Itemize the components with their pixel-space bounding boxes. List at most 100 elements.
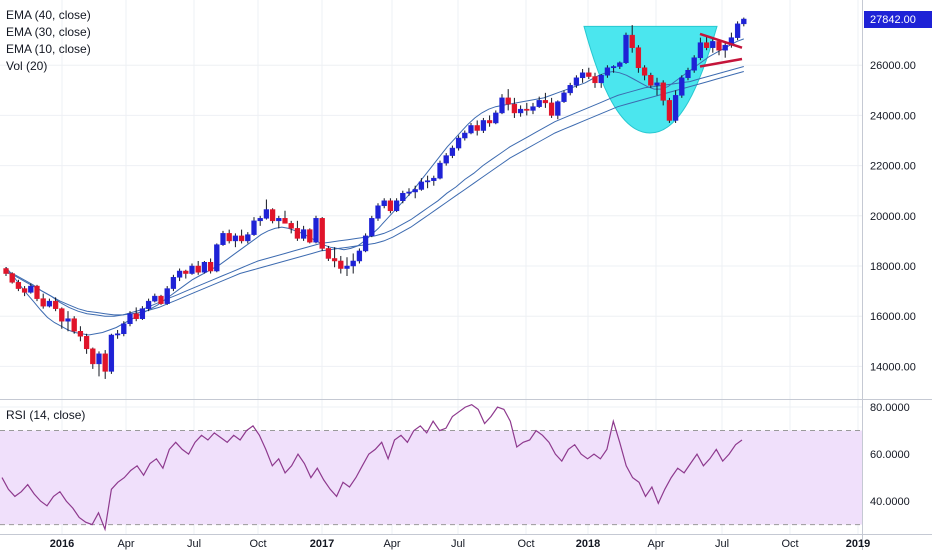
candle[interactable] <box>691 55 697 73</box>
candle[interactable] <box>276 215 282 229</box>
candle[interactable] <box>654 77 660 96</box>
candle[interactable] <box>617 61 623 70</box>
candle[interactable] <box>741 17 747 27</box>
candle[interactable] <box>381 198 387 209</box>
candle[interactable] <box>666 97 673 123</box>
candle[interactable] <box>474 120 480 136</box>
candle[interactable] <box>307 228 313 244</box>
candle[interactable] <box>462 130 468 141</box>
candle[interactable] <box>356 248 363 264</box>
candle[interactable] <box>536 96 542 108</box>
candle[interactable] <box>455 135 462 151</box>
candle[interactable] <box>722 42 728 58</box>
candle[interactable] <box>183 269 189 279</box>
candle[interactable] <box>338 255 344 274</box>
candle[interactable] <box>635 45 642 73</box>
price-axis[interactable]: 14000.00 16000.00 18000.00 20000.00 22000.00… <box>870 60 916 373</box>
candle[interactable] <box>251 217 257 236</box>
candle[interactable] <box>697 37 704 61</box>
candle[interactable] <box>152 293 158 303</box>
candle[interactable] <box>195 260 201 275</box>
candle[interactable] <box>412 185 418 199</box>
candle[interactable] <box>548 97 555 118</box>
candle[interactable] <box>542 92 549 108</box>
candle[interactable] <box>96 351 102 377</box>
legend-ema40[interactable]: EMA (40, close) <box>6 8 91 22</box>
candle[interactable] <box>21 286 28 297</box>
candle[interactable] <box>226 229 232 244</box>
candle[interactable] <box>300 225 307 241</box>
candle[interactable] <box>561 90 567 103</box>
candle[interactable] <box>15 279 22 292</box>
candle[interactable] <box>319 217 325 251</box>
candle[interactable] <box>375 203 381 221</box>
candle[interactable] <box>734 21 741 41</box>
candle[interactable] <box>406 188 412 196</box>
candle[interactable] <box>102 350 108 379</box>
candle[interactable] <box>586 67 592 80</box>
candle[interactable] <box>443 153 449 166</box>
candle[interactable] <box>257 215 263 226</box>
candle[interactable] <box>158 294 164 305</box>
candle[interactable] <box>232 233 239 248</box>
candle[interactable] <box>59 307 65 329</box>
candle[interactable] <box>387 198 394 214</box>
candle[interactable] <box>121 321 127 337</box>
candle[interactable] <box>604 65 611 78</box>
indicator-legend[interactable]: EMA (40, close) EMA (30, close) EMA (10,… <box>6 8 91 73</box>
rsi-legend[interactable]: RSI (14, close) <box>6 408 85 422</box>
candles[interactable] <box>3 17 747 379</box>
candle[interactable] <box>517 105 524 117</box>
candle[interactable] <box>486 115 493 127</box>
candle[interactable] <box>313 215 319 244</box>
candle[interactable] <box>65 311 71 332</box>
time-axis[interactable]: 2016 Apr Jul Oct 2017 Apr Jul Oct 2018 Apr Jul Oct 2… <box>50 538 870 550</box>
candle[interactable] <box>660 80 666 106</box>
candle[interactable] <box>170 274 177 292</box>
candle[interactable] <box>437 160 443 180</box>
candle[interactable] <box>393 198 400 213</box>
candle[interactable] <box>3 267 9 277</box>
candle[interactable] <box>350 253 356 274</box>
candle[interactable] <box>424 175 431 189</box>
candle[interactable] <box>672 90 679 123</box>
candle[interactable] <box>207 258 214 274</box>
candle[interactable] <box>139 306 146 320</box>
candle[interactable] <box>238 229 245 244</box>
candle[interactable] <box>555 100 561 120</box>
candle[interactable] <box>505 89 511 111</box>
candle[interactable] <box>127 311 133 327</box>
candle[interactable] <box>133 307 139 322</box>
candle[interactable] <box>90 347 96 369</box>
candle[interactable] <box>34 284 40 302</box>
candle[interactable] <box>641 65 648 81</box>
candle[interactable] <box>710 37 716 53</box>
candle[interactable] <box>52 297 59 312</box>
candle[interactable] <box>288 220 294 234</box>
candle[interactable] <box>245 232 251 244</box>
candle[interactable] <box>282 210 288 224</box>
candle[interactable] <box>499 94 505 115</box>
candle[interactable] <box>331 247 338 268</box>
candle[interactable] <box>400 190 406 204</box>
candle[interactable] <box>263 199 270 220</box>
legend-vol[interactable]: Vol (20) <box>6 59 47 73</box>
candle[interactable] <box>431 175 437 186</box>
candle[interactable] <box>28 283 34 294</box>
candle[interactable] <box>294 220 301 241</box>
candle[interactable] <box>108 333 115 374</box>
candle[interactable] <box>524 102 530 116</box>
candle[interactable] <box>579 69 586 83</box>
candle[interactable] <box>344 257 350 277</box>
legend-ema10[interactable]: EMA (10, close) <box>6 42 91 56</box>
candle[interactable] <box>629 25 635 53</box>
candle[interactable] <box>362 233 369 253</box>
candle[interactable] <box>648 72 654 88</box>
candle[interactable] <box>269 208 276 224</box>
candle[interactable] <box>685 67 691 81</box>
candle[interactable] <box>468 122 474 135</box>
candle[interactable] <box>77 326 84 342</box>
candle[interactable] <box>325 245 332 261</box>
candle[interactable] <box>449 145 456 159</box>
